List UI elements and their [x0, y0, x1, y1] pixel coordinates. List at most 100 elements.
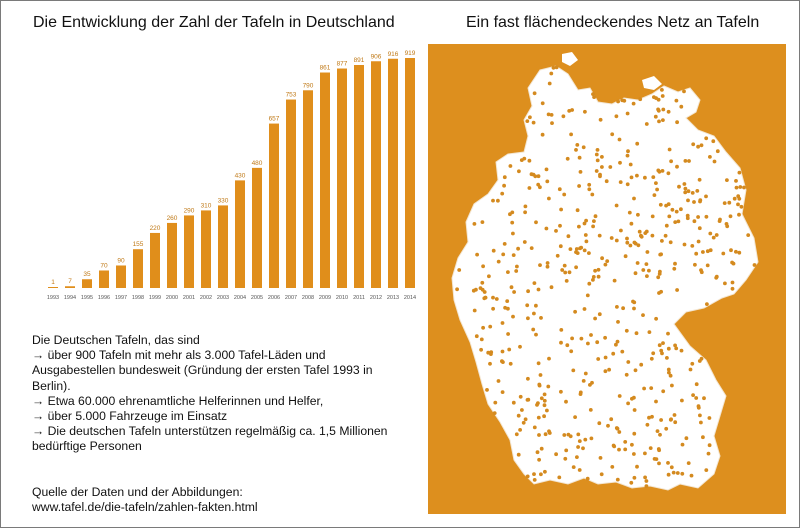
germany-map: [451, 52, 759, 491]
tafel-dot: [618, 160, 622, 165]
tafel-dot: [682, 182, 687, 186]
tafel-dot: [526, 397, 531, 402]
tafel-dot: [549, 113, 554, 117]
tafel-dot: [457, 268, 462, 272]
tafel-dot: [660, 169, 665, 173]
tafel-dot: [587, 281, 592, 286]
bar-2004: [235, 180, 245, 288]
data-label: 155: [133, 241, 144, 248]
tafel-dot: [535, 450, 540, 455]
tafel-dot: [577, 155, 582, 160]
tafel-dot: [657, 343, 662, 348]
tafel-dot: [707, 443, 712, 448]
tafel-dot: [666, 109, 671, 114]
tafel-dot: [673, 343, 677, 348]
tafel-dot: [632, 196, 636, 201]
tafel-dot: [667, 370, 671, 375]
tafel-dot: [616, 99, 620, 104]
tafel-dot: [689, 473, 694, 478]
tafel-dot: [611, 351, 616, 356]
tafel-dot: [547, 356, 551, 361]
tafel-dot: [679, 104, 684, 109]
tafel-dot: [532, 425, 537, 430]
tafel-dot: [554, 229, 558, 233]
tafel-dot: [488, 361, 492, 366]
data-label: 877: [337, 61, 348, 68]
tafel-dot: [625, 111, 630, 116]
data-label: 7: [68, 278, 72, 285]
tafel-dot: [670, 207, 675, 212]
tafel-dot: [559, 207, 563, 212]
tafel-dot: [517, 169, 521, 174]
tafel-dot: [587, 187, 592, 192]
tafel-dot: [529, 172, 534, 177]
tafel-dot: [577, 439, 582, 443]
tafel-dot: [661, 389, 666, 394]
tafel-dot: [675, 471, 680, 475]
tafel-dot: [614, 342, 618, 347]
tafel-dot: [582, 221, 587, 226]
tafel-dot: [633, 271, 638, 276]
island-shape: [642, 76, 662, 90]
tafel-dot: [583, 437, 588, 442]
tafel-dot: [614, 203, 619, 208]
tafel-dot: [616, 320, 620, 324]
tafel-dot: [594, 169, 599, 173]
tafel-dot: [545, 261, 550, 265]
tafel-dot: [608, 165, 613, 169]
tafel-dot: [645, 274, 649, 278]
tafel-dot: [575, 455, 579, 459]
tafel-dot: [581, 145, 586, 150]
tafel-dot: [543, 469, 547, 474]
tafel-dot: [604, 179, 609, 184]
tafel-dot: [560, 268, 565, 272]
bar-2000: [167, 222, 177, 288]
tafel-dot: [603, 335, 607, 340]
tafel-dot: [546, 384, 551, 389]
tafel-dot: [511, 253, 516, 257]
tafel-dot: [661, 107, 666, 112]
tafel-dot: [623, 440, 628, 444]
tafel-dot: [702, 396, 706, 401]
tafel-dot: [550, 121, 554, 125]
tafel-dot: [532, 472, 536, 476]
tafel-dot: [496, 259, 501, 264]
tafel-dot: [652, 95, 656, 99]
tafel-dot: [529, 246, 534, 251]
tafel-dot: [480, 280, 485, 285]
tafel-dot: [482, 290, 487, 294]
tafel-dot: [730, 260, 734, 265]
x-tick-label: 1999: [149, 295, 161, 301]
source-label: Quelle der Daten und der Abbildungen:: [32, 485, 243, 499]
tafel-dot: [637, 229, 642, 234]
tafel-dot: [532, 311, 536, 316]
tafel-dot: [555, 253, 560, 258]
tafel-dot: [603, 355, 608, 360]
tafel-dot: [571, 465, 576, 469]
tafel-dot: [629, 480, 634, 485]
tafel-dot: [696, 215, 700, 219]
x-tick-label: 2011: [353, 295, 365, 301]
tafel-dot: [644, 479, 649, 483]
tafel-dot: [692, 200, 696, 204]
tafel-dot: [737, 250, 742, 255]
info-line: → über 5.000 Fahrzeuge im Einsatz: [32, 409, 228, 424]
tafel-dot: [734, 179, 738, 183]
tafel-dot: [551, 65, 556, 70]
tafel-dot: [593, 214, 598, 219]
data-label: 919: [405, 50, 416, 57]
bar-2012: [371, 61, 381, 288]
tafel-dot: [597, 421, 602, 426]
tafel-dot: [654, 399, 658, 404]
tafel-dot: [694, 382, 699, 387]
tafel-dot: [532, 91, 537, 96]
tafel-dot: [674, 346, 679, 351]
tafel-dot: [617, 394, 622, 398]
tafel-dot: [565, 156, 570, 161]
bar-1998: [133, 249, 143, 288]
tafel-dot: [654, 316, 658, 321]
tafel-dot: [537, 457, 541, 462]
tafel-dot: [547, 196, 551, 201]
tafel-dot: [738, 185, 743, 189]
tafel-dot: [491, 306, 495, 311]
